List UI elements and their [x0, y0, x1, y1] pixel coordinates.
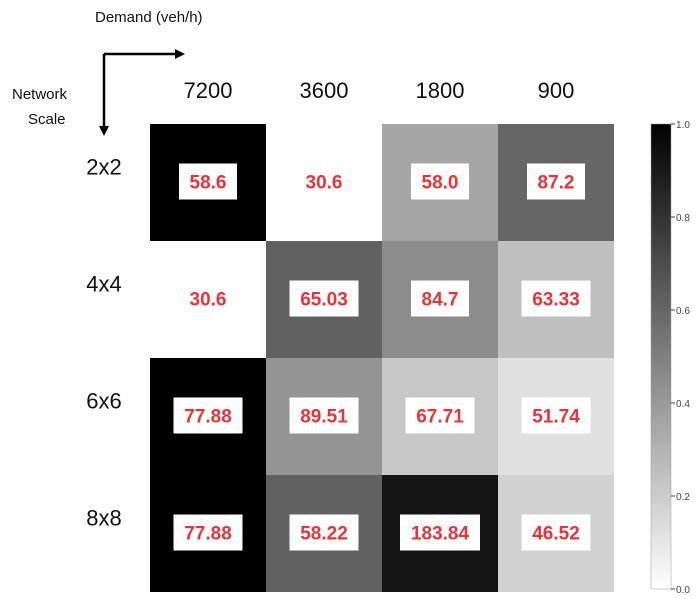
colorbar-tick-label: 0.2: [676, 492, 690, 503]
value-label: 183.84: [411, 524, 470, 545]
value-label-box: [521, 397, 591, 434]
value-label: 58.0: [422, 173, 459, 194]
value-label-box: [400, 514, 480, 551]
colorbar-gradient: [650, 123, 672, 590]
row-label: 6x6: [86, 389, 121, 414]
value-label: 46.52: [532, 524, 580, 545]
value-label: 58.6: [190, 173, 227, 194]
value-label: 63.33: [532, 290, 580, 311]
value-label: 30.6: [306, 173, 343, 194]
colorbar: 0.0 0.2 0.4 0.6 0.8 1.0: [650, 120, 690, 596]
colorbar-tick-label: 1.0: [676, 120, 690, 131]
y-axis-title-line-1: Network: [12, 86, 68, 103]
value-label-box: [289, 514, 359, 551]
value-label: 30.6: [190, 290, 227, 311]
row-labels: 2x2 4x4 6x6 8x8: [86, 155, 121, 531]
row-label: 8x8: [86, 506, 121, 531]
column-label: 3600: [300, 78, 349, 103]
x-axis-title: Demand (veh/h): [95, 9, 203, 26]
value-label: 58.22: [300, 524, 348, 545]
value-label: 77.88: [184, 407, 232, 428]
value-label-box: [179, 280, 237, 317]
value-label-box: [521, 280, 591, 317]
y-axis-title-line-2: Scale: [28, 111, 66, 128]
value-label-box: [521, 514, 591, 551]
axis-arrows: [99, 49, 185, 136]
value-label: 77.88: [184, 524, 232, 545]
colorbar-tick-label: 0.0: [676, 585, 690, 596]
value-label: 65.03: [300, 290, 348, 311]
value-label-box: [295, 163, 353, 200]
value-label-box: [289, 397, 359, 434]
row-label: 4x4: [86, 272, 121, 297]
value-label-box: [411, 163, 469, 200]
value-label-box: [179, 163, 237, 200]
colorbar-tick-label: 0.6: [676, 306, 690, 317]
value-label: 84.7: [422, 290, 459, 311]
value-label: 51.74: [532, 407, 580, 428]
value-label-box: [173, 514, 243, 551]
value-label-box: [289, 280, 359, 317]
value-label-box: [411, 280, 469, 317]
column-label: 900: [538, 78, 575, 103]
value-label: 67.71: [416, 407, 464, 428]
value-label-box: [527, 163, 585, 200]
column-label: 1800: [416, 78, 465, 103]
colorbar-tick-label: 0.4: [676, 399, 690, 410]
value-label: 87.2: [538, 173, 575, 194]
column-labels: 7200 3600 1800 900: [184, 78, 575, 103]
row-label: 2x2: [86, 155, 121, 180]
colorbar-ticks: 0.0 0.2 0.4 0.6 0.8 1.0: [671, 120, 690, 596]
value-label: 89.51: [300, 407, 348, 428]
heatmap-cells: 58.6 30.6 58.0 87.2 30.6 65.03 84.7 63.33 77.88 8…: [150, 124, 614, 592]
value-label-box: [405, 397, 475, 434]
value-label-box: [173, 397, 243, 434]
colorbar-tick-label: 0.8: [676, 213, 690, 224]
column-label: 7200: [184, 78, 233, 103]
